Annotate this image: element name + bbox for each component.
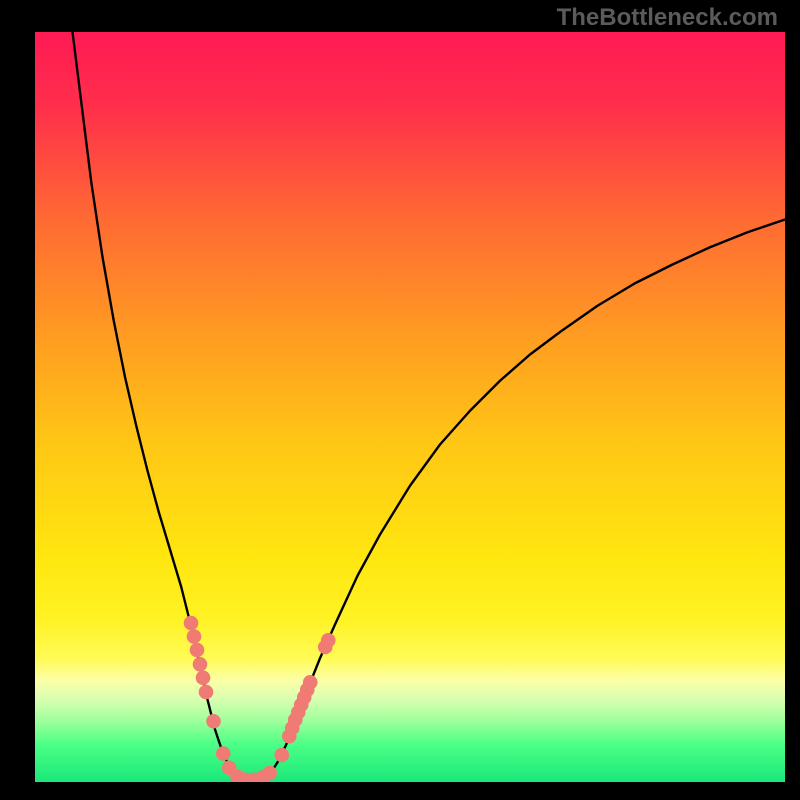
chart-stage: TheBottleneck.com bbox=[0, 0, 800, 800]
data-marker bbox=[190, 643, 204, 657]
data-marker bbox=[321, 633, 335, 647]
data-marker bbox=[199, 685, 213, 699]
data-marker bbox=[275, 748, 289, 762]
bottleneck-chart bbox=[35, 32, 785, 782]
data-marker bbox=[303, 675, 317, 689]
data-marker bbox=[184, 616, 198, 630]
data-marker bbox=[193, 657, 207, 671]
data-marker bbox=[207, 714, 221, 728]
data-marker bbox=[263, 766, 277, 780]
data-marker bbox=[187, 630, 201, 644]
data-marker bbox=[196, 671, 210, 685]
source-watermark: TheBottleneck.com bbox=[557, 4, 778, 32]
data-marker bbox=[216, 747, 230, 761]
gradient-background bbox=[35, 32, 785, 782]
